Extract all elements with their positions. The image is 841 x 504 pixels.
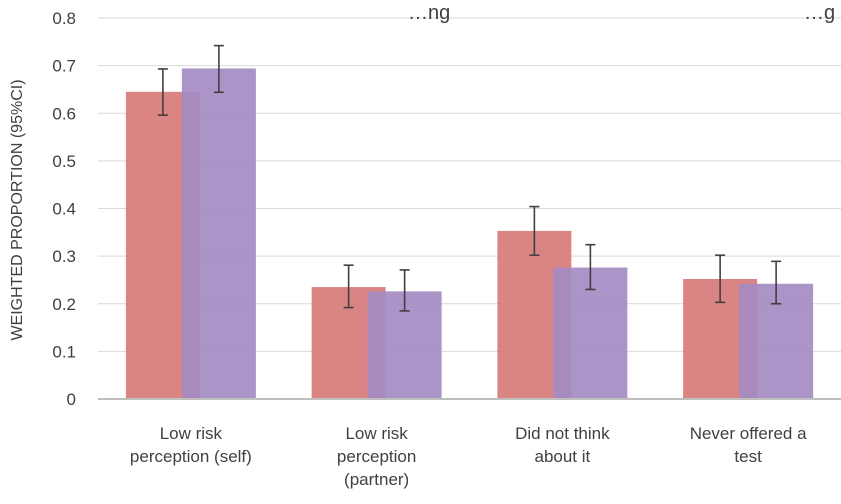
clipped-title-fragments: …ng …g: [408, 2, 835, 24]
title-fragment-2: …g: [804, 2, 835, 24]
y-tick-label: 0.5: [52, 152, 76, 171]
y-tick-label: 0.2: [52, 295, 76, 314]
y-tick-label: 0.4: [52, 200, 76, 219]
y-axis-title: WEIGHTED PROPORTION (95%CI): [9, 79, 26, 340]
y-tick-label: 0.8: [52, 9, 76, 28]
x-category-label: test: [734, 447, 762, 466]
y-tick-label: 0.3: [52, 247, 76, 266]
error-bar-series2-cat3: [585, 243, 596, 291]
y-tick-label: 0.6: [52, 104, 76, 123]
y-tick-label: 0.1: [52, 342, 76, 361]
error-bar-series2-cat1: [213, 44, 224, 94]
x-category-label: Never offered a: [690, 424, 807, 443]
x-category-label: Did not think: [515, 424, 610, 443]
error-bar-series1-cat4: [715, 254, 726, 304]
x-category-label: Low risk: [345, 424, 408, 443]
error-bar-series1-cat3: [529, 205, 540, 256]
y-tick-label: 0: [67, 390, 76, 409]
error-bar-series1-cat2: [343, 264, 354, 309]
x-category-labels: Low risk perception (self) Low risk percept…: [130, 424, 807, 489]
x-category-label: (partner): [344, 470, 409, 489]
y-tick-labels: 0 0.1 0.2 0.3 0.4 0.5 0.6 0.7 0.8: [52, 9, 76, 409]
error-bar-series2-cat4: [771, 260, 782, 305]
error-bar-series2-cat2: [399, 269, 410, 312]
y-tick-label: 0.7: [52, 57, 76, 76]
x-category-label: about it: [534, 447, 590, 466]
x-category-label: perception (self): [130, 447, 252, 466]
bars: [125, 68, 814, 400]
bar-series2-cat1: [181, 68, 256, 400]
error-bar-series1-cat1: [157, 68, 168, 116]
x-category-label: perception: [337, 447, 416, 466]
title-fragment-1: …ng: [408, 2, 450, 24]
x-category-label: Low risk: [160, 424, 223, 443]
error-bars: [157, 44, 782, 312]
